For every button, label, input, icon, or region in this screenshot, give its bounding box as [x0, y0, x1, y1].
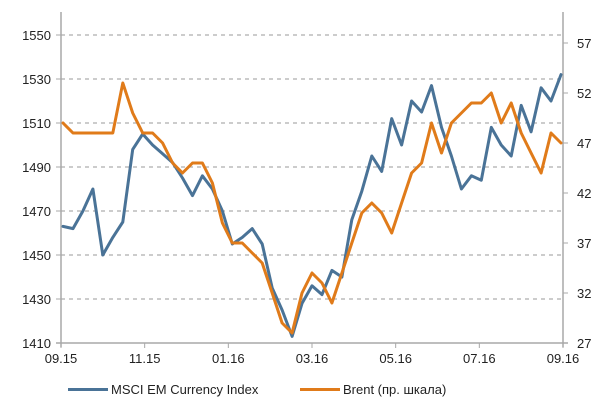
left-tick-label: 1490 — [22, 160, 51, 175]
x-tick-label: 09.16 — [547, 351, 580, 366]
series-lines — [61, 73, 563, 338]
left-tick-label: 1430 — [22, 292, 51, 307]
legend-label-brent: Brent (пр. шкала) — [343, 382, 447, 397]
x-tick-label: 05.16 — [379, 351, 412, 366]
left-tick-label: 1470 — [22, 204, 51, 219]
right-tick-label: 27 — [577, 336, 591, 351]
right-tick-label: 32 — [577, 286, 591, 301]
left-tick-label: 1450 — [22, 248, 51, 263]
right-tick-label: 57 — [577, 36, 591, 51]
legend-label-msci: MSCI EM Currency Index — [111, 382, 259, 397]
legend-item-brent: Brent (пр. шкала) — [300, 382, 446, 397]
left-tick-label: 1410 — [22, 336, 51, 351]
left-tick-label: 1510 — [22, 116, 51, 131]
left-tick-label: 1550 — [22, 28, 51, 43]
right-tick-label: 52 — [577, 86, 591, 101]
right-tick-label: 47 — [577, 136, 591, 151]
right-tick-label: 37 — [577, 236, 591, 251]
right-axis-ticks: 27 32 37 42 47 52 57 — [563, 36, 591, 351]
x-axis-ticks: 09.15 11.15 01.16 03.16 05.16 07.16 09.16 — [45, 343, 580, 366]
axes — [56, 12, 568, 347]
x-tick-label: 07.16 — [463, 351, 496, 366]
msci-swatch-icon — [68, 388, 108, 391]
x-tick-label: 01.16 — [212, 351, 245, 366]
legend: MSCI EM Currency Index Brent (пр. шкала) — [0, 382, 600, 404]
gridlines — [61, 34, 563, 300]
x-tick-label: 03.16 — [296, 351, 329, 366]
line-chart: 1410 1430 1450 1470 1490 1510 1530 1550 27 32 37 4… — [22, 12, 591, 366]
legend-item-msci: MSCI EM Currency Index — [68, 382, 258, 397]
x-tick-label: 11.15 — [129, 351, 161, 366]
x-tick-label: 09.15 — [45, 351, 78, 366]
brent-series-line — [61, 81, 563, 335]
left-tick-label: 1530 — [22, 72, 51, 87]
left-axis-ticks: 1410 1430 1450 1470 1490 1510 1530 1550 — [22, 28, 61, 351]
msci-series-line — [61, 73, 563, 338]
brent-swatch-icon — [300, 388, 340, 391]
right-tick-label: 42 — [577, 186, 591, 201]
